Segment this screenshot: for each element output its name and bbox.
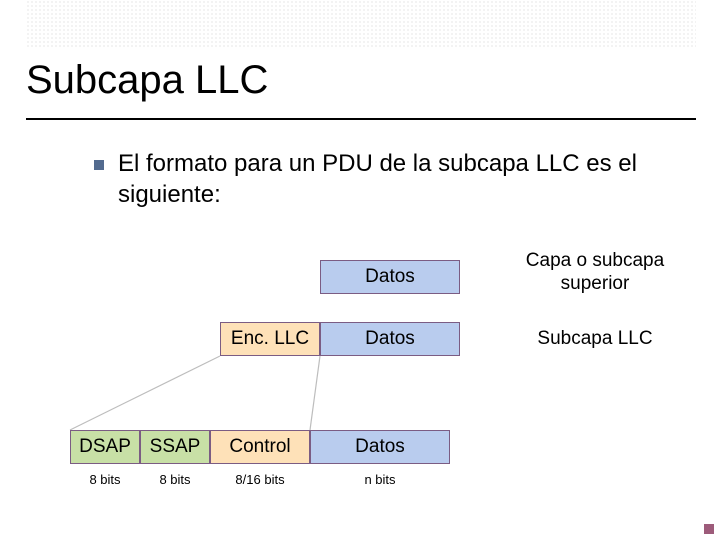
row2-enc-label: Enc. LLC [231, 328, 309, 350]
detail-dsap-box: DSAP [70, 430, 140, 464]
size-ssap: 8 bits [140, 472, 210, 487]
row2-datos-box: Datos [320, 322, 460, 356]
size-dsap: 8 bits [70, 472, 140, 487]
detail-datos-box: Datos [310, 430, 450, 464]
conn-left [70, 356, 220, 430]
detail-datos-label: Datos [355, 436, 405, 458]
title-underline [26, 118, 696, 120]
size-datos: n bits [310, 472, 450, 487]
detail-control-box: Control [210, 430, 310, 464]
body-text: El formato para un PDU de la subcapa LLC… [118, 148, 658, 210]
row2-datos-label: Datos [365, 328, 415, 350]
detail-ssap-label: SSAP [150, 436, 201, 458]
slide-title: Subcapa LLC [26, 58, 268, 103]
row1-datos-box: Datos [320, 260, 460, 294]
detail-ssap-box: SSAP [140, 430, 210, 464]
row1-datos-label: Datos [365, 266, 415, 288]
size-control: 8/16 bits [210, 472, 310, 487]
upper-layer-label: Capa o subcapa superior [510, 250, 680, 296]
llc-layer-label: Subcapa LLC [510, 328, 680, 351]
detail-control-label: Control [229, 436, 290, 458]
detail-dsap-label: DSAP [79, 436, 131, 458]
header-dots [26, 0, 696, 48]
conn-right [310, 356, 320, 430]
corner-accent-icon [704, 524, 714, 534]
bullet-icon [94, 160, 104, 170]
row2-enc-box: Enc. LLC [220, 322, 320, 356]
